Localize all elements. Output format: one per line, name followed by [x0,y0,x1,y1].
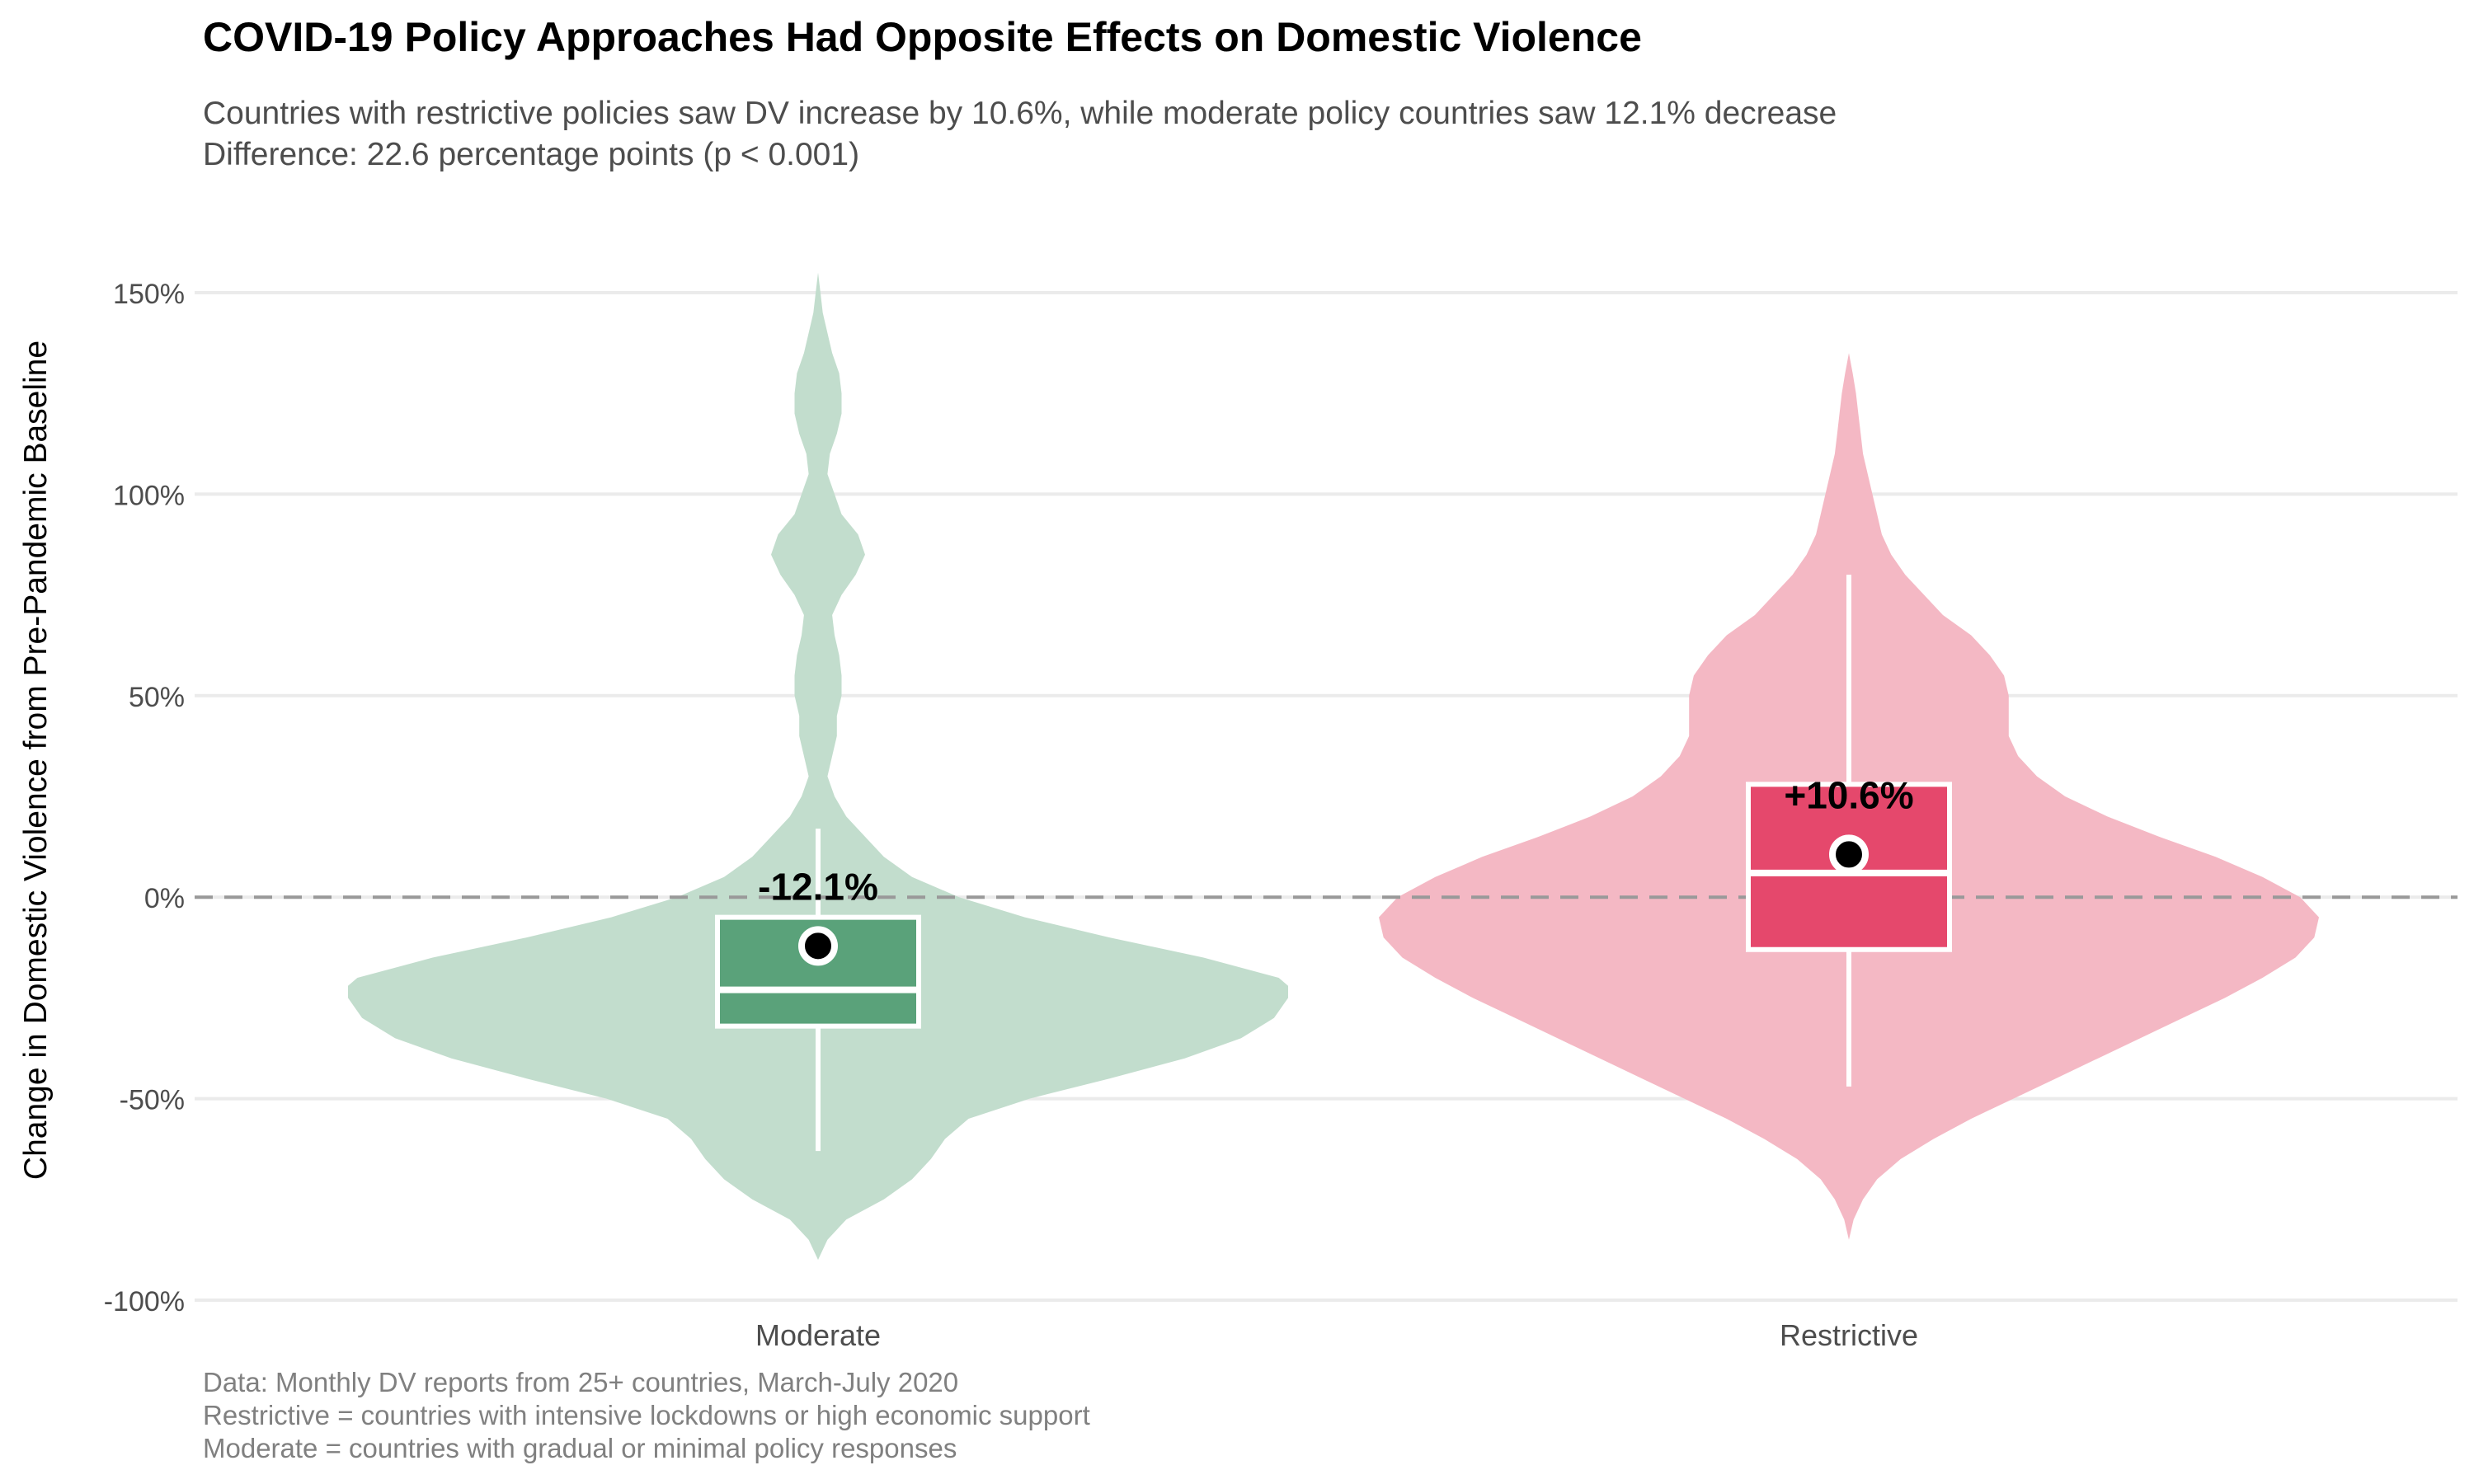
y-tick-label: 50% [129,682,185,713]
chart-title: COVID-19 Policy Approaches Had Opposite … [203,14,1642,60]
plot-area: -100% -50% 0% 50% 100% 150% Moderate Restrictiv… [104,272,2458,1352]
y-axis-label: Change in Domestic Violence from Pre-Pan… [18,340,54,1180]
mean-point-restrictive [1829,834,1869,875]
x-tick-label: Moderate [755,1318,881,1352]
y-tick-label: -50% [120,1085,185,1116]
chart-subtitle-line-2: Difference: 22.6 percentage points (p < … [203,137,859,172]
mean-label-moderate: -12.1% [758,865,878,908]
y-tick-label: 100% [113,480,185,511]
caption-line-1: Data: Monthly DV reports from 25+ countr… [203,1367,958,1397]
y-tick-label: 150% [113,279,185,310]
caption-line-2: Restrictive = countries with intensive l… [203,1400,1090,1430]
chart-subtitle-line-1: Countries with restrictive policies saw … [203,96,1837,131]
y-tick-label: 0% [144,883,185,914]
mean-point-moderate [798,926,838,966]
violin-moderate [348,272,1288,1261]
y-tick-label: -100% [104,1286,185,1317]
caption-line-3: Moderate = countries with gradual or min… [203,1433,957,1463]
mean-label-restrictive: +10.6% [1784,773,1913,816]
x-tick-label: Restrictive [1780,1318,1918,1352]
